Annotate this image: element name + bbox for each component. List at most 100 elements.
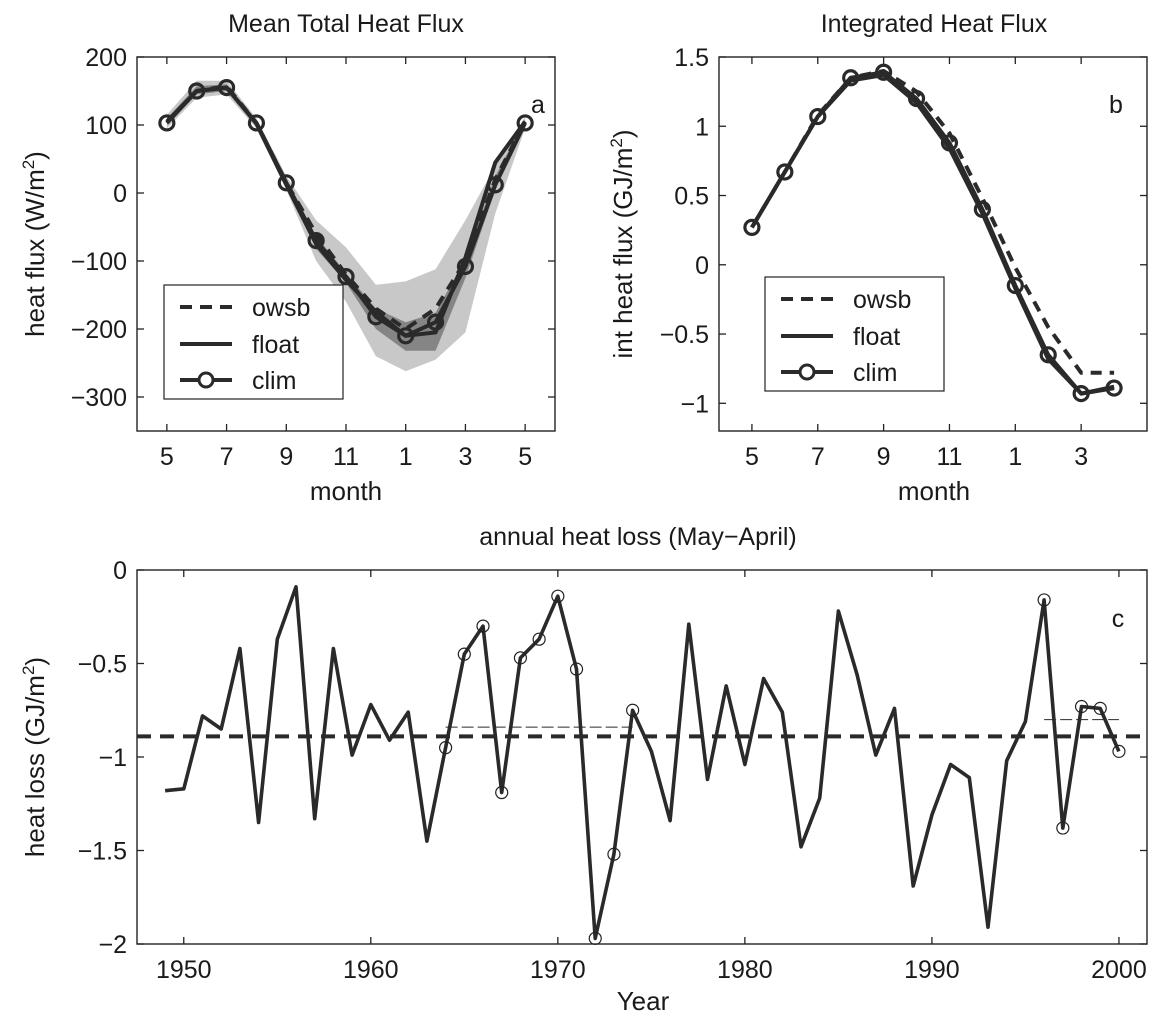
panel-b-xlabel: month — [898, 476, 970, 506]
panel-a-ylabel-sup: 2 — [19, 160, 38, 169]
panel-a-series-clim-point — [337, 268, 355, 286]
panel-a-ytick-label: 0 — [113, 180, 127, 208]
panel-a-ylabel: heat flux (W/m2) — [19, 151, 50, 337]
panel-b-ticks: 5 7 9 11 1 31.510.50−0.5−1 — [660, 44, 1147, 471]
panel-c: annual heat loss (May−April) 1950 1960 197… — [19, 523, 1148, 1016]
panel-a-series-clim-point — [307, 232, 325, 250]
panel-a-ytick-label: −200 — [71, 316, 127, 344]
panel-a-xtick-label: 5 — [160, 443, 174, 471]
panel-c-xtick-label: 2000 — [1091, 956, 1147, 984]
panel-b-series-clim-point — [1039, 346, 1057, 364]
panel-b-series-clim-point — [1072, 385, 1090, 403]
panel-b-series-clim-point — [973, 200, 991, 218]
panel-a-series-clim-line — [165, 85, 527, 338]
panel-c-circled-point — [439, 741, 453, 755]
panel-c-circled-point — [626, 703, 640, 717]
panel-b-ytick-label: 0.5 — [674, 183, 709, 211]
panel-c-circled-point — [1112, 744, 1126, 758]
panel-b-ytick-label: −1 — [680, 390, 709, 418]
panel-c-circled-point — [607, 847, 621, 861]
panel-c-ylabel-sup: 2 — [19, 666, 38, 675]
panel-c-circled-point — [495, 785, 509, 800]
panel-b-series-clim-point — [875, 63, 893, 81]
panel-a-xtick-label: 7 — [220, 443, 234, 471]
panel-c-xtick-label: 1950 — [156, 956, 212, 984]
panel-c-ylabel: heat loss (GJ/m2) — [19, 657, 50, 857]
panel-b-xtick-label: 9 — [877, 443, 891, 471]
panel-a-title: Mean Total Heat Flux — [228, 10, 464, 38]
panel-a-series-clim-point — [426, 313, 445, 331]
panel-c-circled-point — [569, 662, 584, 676]
panel-b-series-clim-point — [940, 134, 959, 152]
panel-c-circled-point — [513, 651, 528, 665]
panel-a-series-clim-point — [158, 114, 176, 132]
panel-b-series-clim-point — [743, 218, 761, 236]
panel-b-xtick-label: 3 — [1074, 443, 1088, 471]
panel-c-xlabel: Year — [617, 986, 670, 1016]
panel-c-ytick-label: −0.5 — [78, 651, 127, 679]
panel-b-legend: owsb float clim — [764, 276, 945, 392]
panel-b-xtick-label: 11 — [936, 443, 962, 471]
panel-b-ytick-label: 1.5 — [674, 44, 709, 72]
panel-b-series-clim-point — [1105, 379, 1123, 397]
panel-a-series-clim-point — [277, 174, 295, 192]
panel-a-ytick-label: −100 — [71, 248, 127, 276]
panel-a-variance-bands — [166, 80, 526, 372]
panel-a-xtick-label: 9 — [279, 443, 293, 471]
panel-c-ytick-label: −2 — [98, 931, 127, 959]
panel-b-title: Integrated Heat Flux — [821, 10, 1048, 38]
panel-a-series-clim-point — [188, 82, 206, 100]
panel-c-title: annual heat loss (May−April) — [479, 523, 797, 551]
panel-b-ylabel: int heat flux (GJ/m2) — [607, 129, 638, 358]
panel-a-letter: a — [531, 91, 545, 119]
panel-b-letter: b — [1109, 91, 1123, 119]
panel-c-circled-point — [1056, 821, 1070, 835]
panel-c-circled-point — [588, 931, 602, 945]
panel-a-series-clim-point — [247, 114, 266, 132]
panel-c-xtick-label: 1970 — [530, 956, 586, 984]
panel-c-ylabel-tail: ) — [20, 657, 50, 666]
panel-c-circled-point — [532, 632, 546, 646]
panel-b-series-clim-point — [776, 163, 794, 181]
panel-a-series-clim-point — [367, 308, 385, 326]
panel-b-legend-owsb: owsb — [853, 286, 911, 314]
panel-c-xtick-label: 1960 — [343, 956, 399, 984]
panel-b-xtick-label: 5 — [745, 443, 759, 471]
panel-a-legend: owsb float clim — [163, 284, 344, 400]
panel-a-series-clim-point — [217, 78, 236, 97]
panel-b-legend-clim-marker — [798, 363, 816, 381]
panel-b-legend-float: float — [853, 323, 900, 351]
panel-c-ytick-label: −1.5 — [78, 838, 127, 866]
panel-b-legend-clim: clim — [853, 359, 897, 387]
panel-b-ylabel-tail: ) — [608, 129, 638, 138]
panel-c-circled-point — [476, 619, 490, 633]
panel-c-ytick-label: −1 — [98, 744, 127, 772]
panel-c-circled-point — [1037, 593, 1051, 607]
panel-a-xtick-label: 5 — [518, 443, 532, 471]
panel-c-letter: c — [1112, 605, 1125, 633]
panel-c-axes-box — [136, 569, 1148, 945]
panel-a-legend-clim-marker — [197, 371, 215, 389]
panel-c-xtick-label: 1990 — [904, 956, 960, 984]
panel-c-ticks: 1950 1960 1970 1980 1990 2000 0 −0.5 −1 −1.5 −2 — [78, 557, 1147, 984]
panel-a-legend-clim: clim — [252, 367, 296, 395]
panel-b-series-clim-point — [842, 69, 860, 87]
panel-b: Integrated Heat Flux 5 7 9 11 1 31.510.50−0.5… — [607, 10, 1148, 506]
panel-c-circled-point — [1093, 701, 1107, 715]
panel-a-ylabel-main: heat flux (W/m — [20, 169, 50, 337]
panel-c-xtick-label: 1980 — [717, 956, 773, 984]
panel-b-series-clim-point — [809, 107, 827, 126]
panel-c-circled-point — [551, 589, 565, 603]
panel-b-ytick-label: −0.5 — [660, 321, 709, 349]
panel-a-ytick-label: −300 — [71, 384, 127, 412]
panel-b-ytick-label: 1 — [695, 113, 709, 141]
panel-b-series — [743, 63, 1123, 403]
panel-a-ytick-label: 200 — [85, 44, 127, 72]
panel-a-series-clim-point — [516, 114, 534, 132]
panel-b-xtick-label: 1 — [1008, 443, 1022, 471]
panel-b-ytick-label: 0 — [695, 252, 709, 280]
panel-c-circled-point — [1074, 699, 1089, 714]
panel-a-band-light — [166, 80, 526, 372]
